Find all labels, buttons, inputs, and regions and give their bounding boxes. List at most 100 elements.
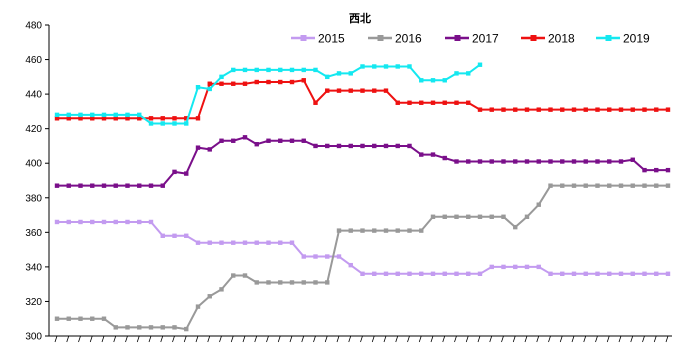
x-tick	[101, 335, 105, 343]
data-point	[54, 183, 60, 188]
data-point	[360, 64, 365, 69]
data-point	[125, 325, 130, 330]
legend-label: 2018	[548, 32, 575, 46]
y-tick-label: 320	[25, 297, 42, 308]
data-point	[160, 233, 165, 238]
data-point	[254, 67, 259, 73]
data-point	[278, 79, 283, 85]
legend-item-2015: 2015	[291, 32, 345, 46]
data-point	[571, 107, 577, 112]
data-point	[665, 167, 671, 173]
data-point	[642, 107, 647, 112]
data-point	[395, 228, 400, 233]
data-point	[618, 271, 624, 276]
data-point	[548, 107, 553, 112]
x-tick	[653, 335, 657, 343]
data-point	[301, 78, 306, 83]
data-point	[231, 273, 236, 278]
data-point	[195, 116, 201, 121]
data-point	[654, 271, 659, 276]
x-tick	[501, 335, 504, 343]
series-2019	[54, 62, 483, 126]
data-point	[513, 159, 518, 164]
y-axis: 300 320 340 360 380 400 420 440 460 480	[25, 21, 50, 343]
data-point	[148, 219, 154, 225]
data-point	[101, 116, 107, 121]
x-tick	[477, 335, 481, 343]
data-point	[395, 271, 400, 276]
data-point	[219, 81, 224, 86]
series-2015	[54, 219, 671, 276]
data-point	[78, 219, 83, 225]
data-point	[348, 88, 353, 93]
data-point	[395, 143, 400, 149]
data-point	[195, 304, 201, 309]
data-point	[513, 224, 518, 230]
data-point	[348, 71, 353, 76]
x-tick	[407, 335, 410, 343]
x-tick	[454, 335, 457, 343]
data-point	[372, 228, 377, 233]
data-point	[137, 116, 142, 121]
data-point	[383, 64, 389, 69]
data-point	[172, 169, 177, 175]
data-point	[125, 112, 130, 118]
data-point	[489, 264, 494, 270]
x-tick	[289, 335, 293, 343]
series-line-2016	[57, 184, 668, 331]
data-point	[325, 280, 330, 285]
series-2018	[54, 78, 671, 121]
data-point	[360, 228, 365, 233]
data-point	[372, 64, 377, 69]
x-tick	[172, 335, 175, 343]
data-point	[172, 325, 177, 330]
x-tick	[254, 335, 258, 343]
data-point	[548, 271, 553, 276]
data-point	[125, 219, 130, 225]
y-tick-label: 360	[25, 228, 42, 239]
data-point	[137, 183, 142, 188]
x-tick	[595, 335, 598, 343]
data-point	[231, 67, 236, 73]
data-point	[348, 228, 353, 233]
data-point	[536, 264, 541, 270]
x-tick	[195, 335, 199, 343]
data-point	[665, 271, 671, 276]
data-point	[184, 121, 189, 126]
data-point	[231, 240, 236, 245]
data-point	[90, 116, 95, 121]
data-point	[419, 271, 424, 276]
series-line-2019	[57, 63, 481, 125]
x-tick	[630, 335, 634, 343]
data-point	[595, 107, 600, 112]
data-point	[583, 107, 588, 112]
data-point	[325, 254, 330, 259]
data-point	[383, 228, 389, 233]
data-point	[360, 271, 365, 276]
data-point	[101, 219, 107, 225]
data-point	[560, 159, 565, 164]
data-point	[137, 112, 142, 118]
data-point	[54, 116, 60, 121]
data-point	[642, 183, 647, 188]
data-point	[571, 183, 577, 188]
data-point	[489, 214, 494, 219]
data-point	[231, 81, 236, 86]
data-point	[289, 240, 295, 245]
data-point	[207, 81, 212, 86]
data-point	[407, 271, 412, 276]
x-tick	[207, 335, 211, 343]
data-point	[289, 138, 295, 143]
data-point	[501, 214, 506, 219]
data-point	[242, 135, 248, 140]
x-tick	[78, 335, 81, 343]
data-point	[207, 240, 212, 245]
data-point	[607, 107, 612, 112]
series-2016	[54, 183, 671, 332]
data-point	[184, 326, 189, 332]
data-point	[113, 116, 118, 121]
legend-label: 2015	[318, 32, 345, 46]
data-point	[313, 67, 318, 73]
legend-label: 2017	[472, 32, 499, 46]
